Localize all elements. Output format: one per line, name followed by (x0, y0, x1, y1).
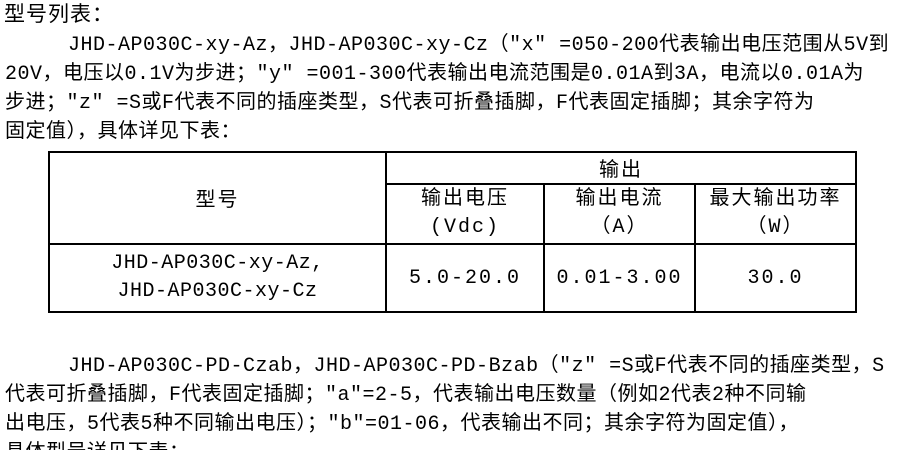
pd-models-paragraph: JHD-AP030C-PD-Czab，JHD-AP030C-PD-Bzab（"z… (5, 352, 895, 450)
model-cell: JHD-AP030C-xy-Az, JHD-AP030C-xy-Cz (48, 243, 387, 313)
intro-paragraph: JHD-AP030C-xy-Az，JHD-AP030C-xy-Cz（"x" =0… (5, 31, 895, 147)
header-unit: (Vdc) (429, 216, 500, 239)
paragraph-line: 20V，电压以0.1V为步进；"y" =001-300代表输出电流范围是0.01… (5, 63, 865, 86)
paragraph-line: 固定值），具体详见下表： (5, 121, 241, 144)
header-label: 最大输出功率 (709, 188, 842, 211)
model-name: JHD-AP030C-xy-Cz (117, 280, 318, 303)
paragraph-line: 代表可折叠插脚，F代表固定插脚；"a"=2-5，代表输出电压数量（例如2代表2种… (5, 384, 807, 407)
table-row: JHD-AP030C-xy-Az, JHD-AP030C-xy-Cz 5.0-2… (48, 243, 858, 313)
header-label: 输出电压 (421, 188, 509, 211)
model-header-cell: 型号 (48, 151, 387, 245)
voltage-value-cell: 5.0-20.0 (385, 243, 545, 313)
page-title: 型号列表： (4, 5, 114, 28)
output-current-header-cell: 输出电流 （A） (543, 183, 696, 245)
table-row: 型号 输出 (48, 151, 858, 245)
paragraph-line: JHD-AP030C-PD-Czab，JHD-AP030C-PD-Bzab（"z… (68, 355, 885, 378)
paragraph-line: JHD-AP030C-xy-Az，JHD-AP030C-xy-Cz（"x" =0… (68, 34, 890, 57)
paragraph-line: 具体型号详见下表： (5, 439, 895, 450)
header-unit: （W） (746, 216, 805, 239)
table-row: 输出电压 (Vdc) 输出电流 （A） 最大输出功率 （W） (49, 183, 858, 245)
spec-table: 型号 输出 输出电压 (Vdc) 输出电流 （A） 最大输出功率 （W） (48, 151, 858, 313)
paragraph-line: 出电压，5代表5种不同输出电压）；"b"=01-06，代表输出不同；其余字符为固… (5, 413, 800, 436)
model-name: JHD-AP030C-xy-Az, (111, 252, 324, 275)
header-unit: （A） (590, 216, 649, 239)
output-voltage-header-cell: 输出电压 (Vdc) (385, 183, 545, 245)
power-value-cell: 30.0 (693, 243, 858, 313)
current-value-cell: 0.01-3.00 (543, 243, 696, 313)
header-label: 输出电流 (575, 188, 664, 211)
output-header-cell: 输出 (384, 151, 858, 185)
max-power-header-cell: 最大输出功率 （W） (693, 183, 858, 245)
paragraph-line: 步进；"z" =S或F代表不同的插座类型，S代表可折叠插脚，F代表固定插脚；其余… (5, 92, 815, 115)
